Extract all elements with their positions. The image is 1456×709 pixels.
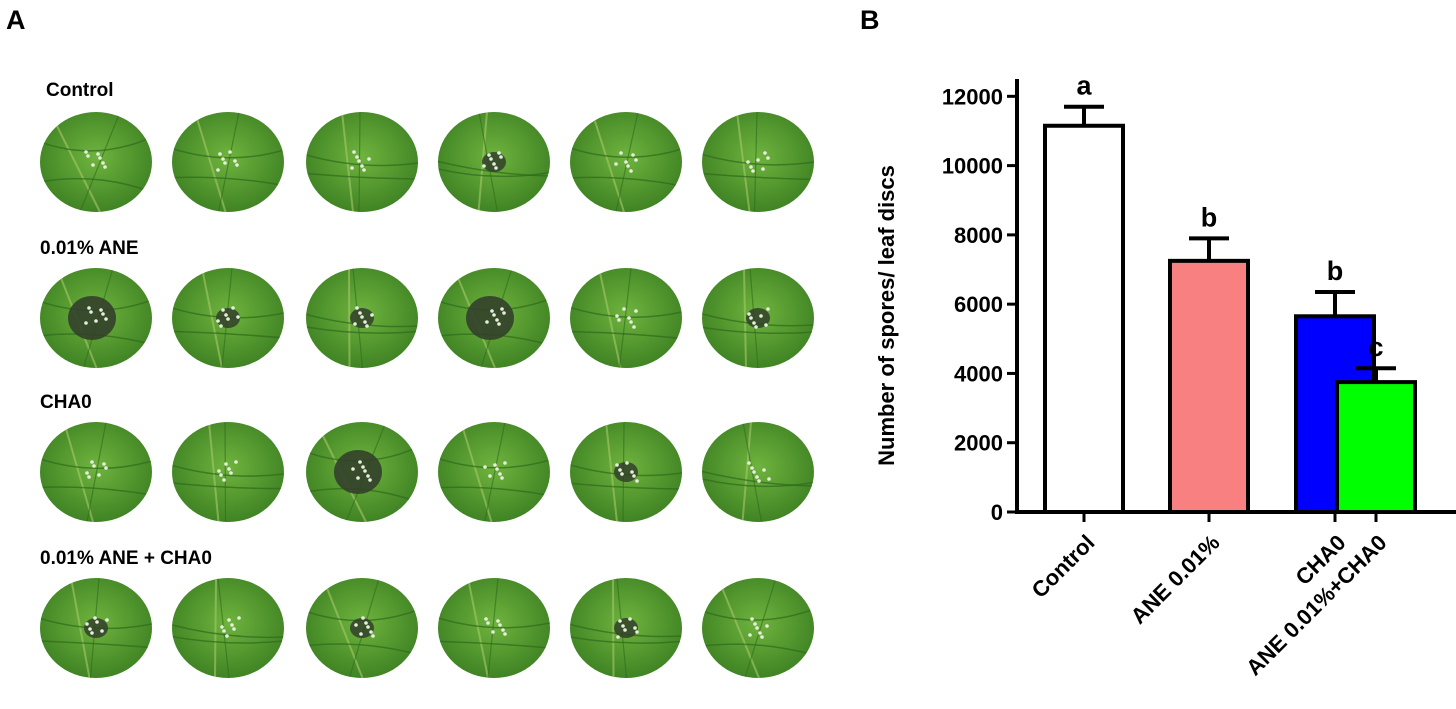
y-tick-label: 12000: [942, 84, 1003, 109]
y-tick-label: 6000: [954, 292, 1003, 317]
row-label-cha0: CHA0: [40, 392, 92, 413]
y-tick-label: 8000: [954, 223, 1003, 248]
leaf-disc: [172, 112, 284, 212]
leaf-disc: [570, 578, 682, 678]
row-label-control: Control: [46, 80, 114, 101]
row-label-ane-cha0: 0.01% ANE + CHA0: [40, 548, 212, 569]
leaf-disc: [306, 112, 418, 212]
x-tick-label: ANE 0.01%: [1126, 530, 1225, 629]
leaf-disc: [40, 112, 152, 212]
leaf-disc: [172, 578, 284, 678]
panel-b-letter: B: [860, 5, 880, 35]
x-tick-label: Control: [1027, 530, 1100, 603]
leaf-disc: [438, 112, 550, 212]
row-label-ane: 0.01% ANE: [40, 238, 139, 259]
significance-letter: a: [1076, 71, 1092, 101]
y-tick-label: 4000: [954, 361, 1003, 386]
leaf-disc: [702, 578, 814, 678]
leaf-disc: [306, 268, 418, 368]
leaf-disc: [40, 578, 152, 678]
leaf-disc: [702, 112, 814, 212]
y-axis-label: Number of spores/ leaf discs: [874, 165, 899, 466]
leaf-disc: [438, 578, 550, 678]
leaf-disc: [172, 268, 284, 368]
y-tick-label: 2000: [954, 431, 1003, 456]
bar: [1043, 123, 1125, 514]
significance-letter: c: [1368, 332, 1383, 362]
leaf-disc: [570, 112, 682, 212]
y-tick-label: 10000: [942, 154, 1003, 179]
leaf-disc: [306, 578, 418, 678]
leaf-disc: [438, 268, 550, 368]
panel-a-letter: A: [6, 5, 26, 35]
leaf-disc: [702, 422, 814, 522]
leaf-disc: [570, 268, 682, 368]
leaf-disc: [570, 422, 682, 522]
bar: [1168, 258, 1250, 514]
spore-bar-chart: 0 2000 4000 6000 8000 10000 12000 Number of spo…: [874, 71, 1456, 680]
bar: [1335, 380, 1417, 514]
significance-letter: b: [1201, 202, 1218, 232]
y-tick-label: 0: [991, 500, 1003, 525]
leaf-disc: [702, 268, 814, 368]
significance-letter: b: [1327, 256, 1344, 286]
leaf-disc: [438, 422, 550, 522]
leaf-disc-panel: Control 0.01% ANE CHA0 0.01% ANE + CHA0: [40, 80, 814, 678]
leaf-disc: [172, 422, 284, 522]
leaf-disc: [40, 422, 152, 522]
leaf-disc: [40, 268, 152, 368]
leaf-disc: [306, 422, 418, 522]
